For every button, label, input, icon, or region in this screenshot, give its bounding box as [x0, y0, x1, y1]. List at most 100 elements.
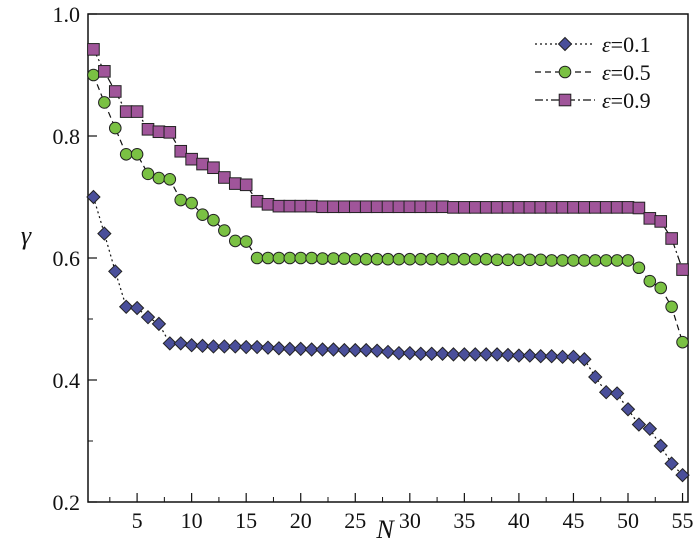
data-point: [337, 342, 352, 358]
data-point: [184, 338, 199, 353]
data-point: [523, 253, 537, 267]
data-point: [665, 232, 678, 245]
data-point: [370, 252, 384, 266]
data-point: [425, 200, 438, 214]
data-point: [588, 201, 602, 214]
data-point: [654, 281, 668, 295]
data-point: [271, 341, 287, 356]
data-point: [348, 252, 362, 266]
data-point: [195, 338, 210, 354]
data-point: [381, 252, 395, 266]
data-point: [676, 335, 689, 349]
data-point: [621, 254, 635, 267]
data-point: [294, 251, 308, 265]
data-point: [567, 254, 580, 267]
data-point: [130, 148, 144, 161]
data-point: [392, 200, 406, 214]
data-point: [238, 339, 254, 355]
legend-marker: [558, 65, 572, 79]
data-point: [478, 347, 494, 362]
data-point: [458, 252, 471, 266]
data-point: [523, 201, 537, 214]
data-point: [239, 178, 253, 192]
data-point: [534, 201, 548, 214]
data-point: [173, 336, 188, 351]
data-point: [196, 157, 209, 171]
y-tick-label: 1.0: [53, 2, 81, 27]
data-point: [326, 342, 341, 357]
data-point: [250, 251, 264, 265]
y-tick-label: 0.2: [53, 490, 81, 515]
data-point: [620, 402, 636, 417]
data-point: [348, 342, 363, 358]
data-point: [610, 201, 624, 214]
x-tick-label: 20: [290, 508, 312, 533]
data-point: [534, 253, 548, 267]
data-point: [511, 348, 527, 363]
data-point: [609, 386, 625, 401]
data-point: [501, 201, 515, 214]
data-point: [196, 208, 209, 221]
y-tick-label: 0.6: [53, 246, 81, 271]
data-point: [490, 201, 504, 214]
data-point: [413, 346, 428, 361]
data-point: [567, 201, 580, 214]
data-point: [598, 384, 614, 400]
data-point: [391, 345, 407, 361]
data-point: [578, 254, 591, 267]
x-tick-label: 40: [508, 508, 530, 533]
data-point: [643, 212, 657, 225]
legend-marker: [558, 93, 572, 107]
data-point: [490, 253, 504, 267]
data-point: [272, 251, 286, 265]
data-point: [424, 346, 439, 361]
y-tick-label: 0.8: [53, 124, 81, 149]
data-point: [228, 234, 242, 248]
data-point: [327, 200, 340, 214]
data-point: [152, 171, 166, 185]
data-point: [87, 43, 100, 56]
y-tick-label: 0.4: [53, 368, 81, 393]
data-point: [447, 201, 460, 214]
data-point: [501, 253, 515, 267]
data-point: [152, 125, 166, 139]
legend: ε=0.1 ε=0.5 ε=0.9: [535, 32, 651, 113]
data-point: [218, 171, 231, 184]
data-point: [676, 263, 689, 276]
data-point: [632, 201, 646, 215]
y-axis-title: γ: [21, 221, 32, 250]
data-point: [578, 201, 591, 214]
data-point: [119, 148, 133, 161]
data-point: [108, 264, 123, 279]
data-point: [206, 339, 221, 354]
data-point: [97, 226, 112, 241]
data-point: [512, 201, 526, 214]
data-point: [512, 253, 526, 267]
data-point: [228, 177, 242, 190]
data-point: [522, 348, 538, 363]
data-point: [654, 215, 668, 228]
data-point: [403, 200, 417, 214]
data-point: [500, 347, 516, 363]
data-point: [632, 261, 646, 275]
data-point: [435, 346, 450, 361]
data-point: [392, 252, 406, 266]
data-point: [118, 299, 134, 315]
x-tick-label: 10: [181, 508, 203, 533]
data-point: [174, 144, 188, 158]
data-point: [338, 252, 351, 265]
data-point: [98, 96, 111, 109]
data-point: [402, 345, 418, 361]
data-point: [151, 316, 167, 332]
data-point: [250, 194, 264, 208]
x-tick-label: 55: [672, 508, 694, 533]
data-point: [369, 343, 385, 358]
data-point: [665, 300, 678, 314]
data-point: [642, 421, 658, 437]
data-point: [381, 200, 395, 214]
data-point: [446, 347, 461, 362]
data-point: [207, 161, 220, 175]
data-point: [468, 201, 482, 214]
data-point: [140, 309, 156, 325]
data-point: [283, 251, 297, 265]
